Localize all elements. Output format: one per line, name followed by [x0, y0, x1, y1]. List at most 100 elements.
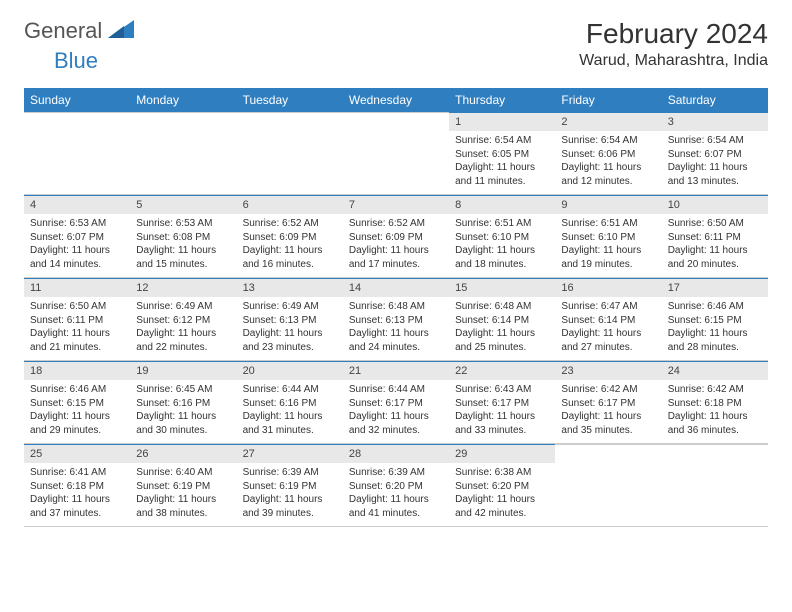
day-number	[24, 112, 130, 131]
calendar-cell	[130, 112, 236, 195]
sunrise-text: Sunrise: 6:42 AM	[561, 383, 655, 397]
sunset-text: Sunset: 6:08 PM	[136, 231, 230, 245]
calendar-cell	[237, 112, 343, 195]
calendar-cell: 6Sunrise: 6:52 AMSunset: 6:09 PMDaylight…	[237, 195, 343, 278]
daylight-text: Daylight: 11 hours and 29 minutes.	[30, 410, 124, 437]
sunset-text: Sunset: 6:11 PM	[30, 314, 124, 328]
day-number: 29	[449, 444, 555, 463]
sunrise-text: Sunrise: 6:45 AM	[136, 383, 230, 397]
daylight-text: Daylight: 11 hours and 23 minutes.	[243, 327, 337, 354]
sunset-text: Sunset: 6:09 PM	[243, 231, 337, 245]
calendar-cell: 25Sunrise: 6:41 AMSunset: 6:18 PMDayligh…	[24, 444, 130, 527]
day-number: 16	[555, 278, 661, 297]
day-number	[130, 112, 236, 131]
day-number: 12	[130, 278, 236, 297]
calendar-cell: 7Sunrise: 6:52 AMSunset: 6:09 PMDaylight…	[343, 195, 449, 278]
sunset-text: Sunset: 6:15 PM	[30, 397, 124, 411]
location: Warud, Maharashtra, India	[579, 52, 768, 70]
calendar-cell: 4Sunrise: 6:53 AMSunset: 6:07 PMDaylight…	[24, 195, 130, 278]
daylight-text: Daylight: 11 hours and 16 minutes.	[243, 244, 337, 271]
day-number: 14	[343, 278, 449, 297]
sunrise-text: Sunrise: 6:48 AM	[349, 300, 443, 314]
daylight-text: Daylight: 11 hours and 20 minutes.	[668, 244, 762, 271]
sunset-text: Sunset: 6:09 PM	[349, 231, 443, 245]
daylight-text: Daylight: 11 hours and 18 minutes.	[455, 244, 549, 271]
sunrise-text: Sunrise: 6:53 AM	[136, 217, 230, 231]
calendar-cell: 2Sunrise: 6:54 AMSunset: 6:06 PMDaylight…	[555, 112, 661, 195]
calendar-cell: 1Sunrise: 6:54 AMSunset: 6:05 PMDaylight…	[449, 112, 555, 195]
day-content: Sunrise: 6:42 AMSunset: 6:17 PMDaylight:…	[555, 380, 661, 443]
calendar-cell: 11 Sunrise: 6:50 AMSunset: 6:11 PMDayligh…	[24, 278, 130, 361]
day-content: Sunrise: 6:51 AMSunset: 6:10 PMDaylight:…	[449, 214, 555, 277]
day-number: 10	[662, 195, 768, 214]
day-content: Sunrise: 6:46 AMSunset: 6:15 PMDaylight:…	[662, 297, 768, 360]
daylight-text: Daylight: 11 hours and 30 minutes.	[136, 410, 230, 437]
day-number: 11	[24, 278, 130, 297]
day-number: 3	[662, 112, 768, 131]
day-number	[555, 444, 661, 463]
daylight-text: Daylight: 11 hours and 38 minutes.	[136, 493, 230, 520]
sunrise-text: Sunrise: 6:51 AM	[455, 217, 549, 231]
calendar-cell: 5Sunrise: 6:53 AMSunset: 6:08 PMDaylight…	[130, 195, 236, 278]
calendar-cell: 26Sunrise: 6:40 AMSunset: 6:19 PMDayligh…	[130, 444, 236, 527]
sunrise-text: Sunrise: 6:41 AM	[30, 466, 124, 480]
day-content: Sunrise: 6:54 AMSunset: 6:06 PMDaylight:…	[555, 131, 661, 194]
calendar-cell: 20Sunrise: 6:44 AMSunset: 6:16 PMDayligh…	[237, 361, 343, 444]
day-content: Sunrise: 6:51 AMSunset: 6:10 PMDaylight:…	[555, 214, 661, 277]
calendar-cell	[343, 112, 449, 195]
weekday-header: Tuesday	[237, 88, 343, 112]
weekday-header: Saturday	[662, 88, 768, 112]
day-number: 1	[449, 112, 555, 131]
daylight-text: Daylight: 11 hours and 13 minutes.	[668, 161, 762, 188]
daylight-text: Daylight: 11 hours and 37 minutes.	[30, 493, 124, 520]
day-content: Sunrise: 6:44 AMSunset: 6:17 PMDaylight:…	[343, 380, 449, 443]
calendar-week-row: 11Sunrise: 6:50 AMSunset: 6:11 PMDayligh…	[24, 278, 768, 361]
calendar-cell: 14Sunrise: 6:48 AMSunset: 6:13 PMDayligh…	[343, 278, 449, 361]
sunset-text: Sunset: 6:07 PM	[668, 148, 762, 162]
day-number: 19	[130, 361, 236, 380]
calendar-cell: 12Sunrise: 6:49 AMSunset: 6:12 PMDayligh…	[130, 278, 236, 361]
daylight-text: Daylight: 11 hours and 17 minutes.	[349, 244, 443, 271]
day-content: Sunrise: 6:42 AMSunset: 6:18 PMDaylight:…	[662, 380, 768, 443]
calendar-cell: 21Sunrise: 6:44 AMSunset: 6:17 PMDayligh…	[343, 361, 449, 444]
calendar-week-row: 1Sunrise: 6:54 AMSunset: 6:05 PMDaylight…	[24, 112, 768, 195]
calendar-cell: 28Sunrise: 6:39 AMSunset: 6:20 PMDayligh…	[343, 444, 449, 527]
sunrise-text: Sunrise: 6:42 AM	[668, 383, 762, 397]
daylight-text: Daylight: 11 hours and 39 minutes.	[243, 493, 337, 520]
sunrise-text: Sunrise: 6:52 AM	[243, 217, 337, 231]
daylight-text: Daylight: 11 hours and 24 minutes.	[349, 327, 443, 354]
sunrise-text: Sunrise: 6:40 AM	[136, 466, 230, 480]
calendar-cell: 17Sunrise: 6:46 AMSunset: 6:15 PMDayligh…	[662, 278, 768, 361]
calendar-cell: 18Sunrise: 6:46 AMSunset: 6:15 PMDayligh…	[24, 361, 130, 444]
day-content: Sunrise: 6:52 AMSunset: 6:09 PMDaylight:…	[343, 214, 449, 277]
daylight-text: Daylight: 11 hours and 15 minutes.	[136, 244, 230, 271]
sunrise-text: Sunrise: 6:39 AM	[349, 466, 443, 480]
calendar-cell: 23Sunrise: 6:42 AMSunset: 6:17 PMDayligh…	[555, 361, 661, 444]
calendar-cell: 8Sunrise: 6:51 AMSunset: 6:10 PMDaylight…	[449, 195, 555, 278]
daylight-text: Daylight: 11 hours and 22 minutes.	[136, 327, 230, 354]
day-number: 27	[237, 444, 343, 463]
day-content: Sunrise: 6:49 AMSunset: 6:12 PMDaylight:…	[130, 297, 236, 360]
calendar-cell: 9Sunrise: 6:51 AMSunset: 6:10 PMDaylight…	[555, 195, 661, 278]
sunrise-text: Sunrise: 6:49 AM	[243, 300, 337, 314]
day-number	[343, 112, 449, 131]
day-content: Sunrise: 6:53 AMSunset: 6:08 PMDaylight:…	[130, 214, 236, 277]
sunset-text: Sunset: 6:17 PM	[349, 397, 443, 411]
daylight-text: Daylight: 11 hours and 11 minutes.	[455, 161, 549, 188]
daylight-text: Daylight: 11 hours and 41 minutes.	[349, 493, 443, 520]
sunset-text: Sunset: 6:20 PM	[455, 480, 549, 494]
page-root: General February 2024 Warud, Maharashtra…	[0, 0, 792, 545]
day-number: 2	[555, 112, 661, 131]
sunrise-text: Sunrise: 6:50 AM	[30, 300, 124, 314]
daylight-text: Daylight: 11 hours and 21 minutes.	[30, 327, 124, 354]
month-title: February 2024	[579, 18, 768, 50]
day-number: 22	[449, 361, 555, 380]
sunrise-text: Sunrise: 6:39 AM	[243, 466, 337, 480]
daylight-text: Daylight: 11 hours and 19 minutes.	[561, 244, 655, 271]
day-number	[662, 444, 768, 463]
calendar-table: SundayMondayTuesdayWednesdayThursdayFrid…	[24, 88, 768, 527]
sunrise-text: Sunrise: 6:54 AM	[668, 134, 762, 148]
weekday-header: Sunday	[24, 88, 130, 112]
day-number: 28	[343, 444, 449, 463]
sunset-text: Sunset: 6:16 PM	[136, 397, 230, 411]
